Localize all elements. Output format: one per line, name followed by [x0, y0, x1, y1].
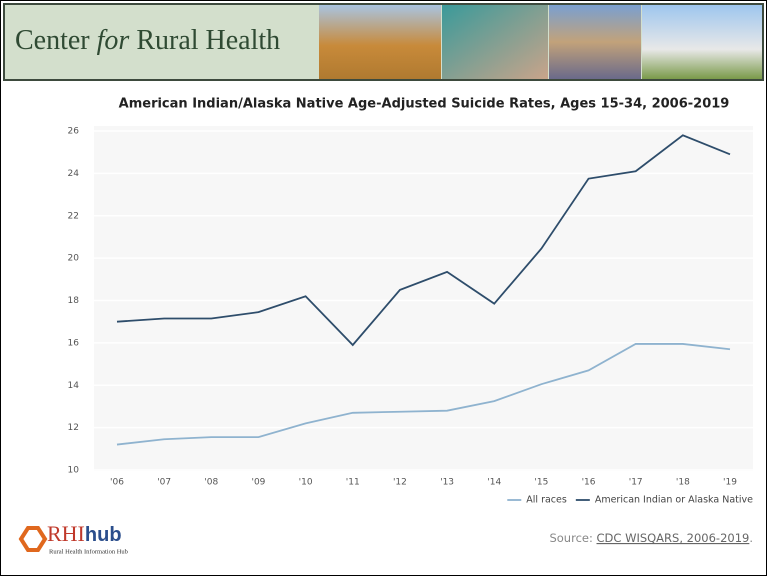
logo-subtitle: Rural Health Information Hub [49, 548, 128, 555]
x-tick-label: '11 [346, 478, 360, 488]
x-tick-label: '06 [110, 478, 124, 488]
photo [442, 5, 548, 79]
y-tick-label: 22 [68, 211, 79, 221]
photo [642, 5, 762, 79]
source-link[interactable]: CDC WISQARS, 2006-2019 [597, 531, 750, 545]
chart-title: American Indian/Alaska Native Age-Adjust… [119, 97, 730, 112]
legend-label: American Indian or Alaska Native [595, 495, 753, 506]
plot-area [94, 126, 753, 471]
x-tick-label: '18 [676, 478, 690, 488]
x-tick-label: '16 [582, 478, 596, 488]
x-tick-label: '13 [440, 478, 454, 488]
source: Source: CDC WISQARS, 2006-2019. [549, 531, 753, 545]
x-tick-label: '15 [534, 478, 548, 488]
logo: RHIhub Rural Health Information Hub [18, 521, 128, 555]
y-tick-label: 26 [68, 127, 80, 137]
x-tick-label: '07 [157, 478, 171, 488]
x-tick-label: '17 [629, 478, 643, 488]
x-tick-label: '10 [299, 478, 313, 488]
y-tick-label: 20 [68, 254, 80, 264]
x-tick-label: '09 [251, 478, 265, 488]
x-tick-label: '12 [393, 478, 407, 488]
photo [549, 5, 641, 79]
y-tick-label: 18 [68, 296, 80, 306]
y-tick-label: 10 [68, 466, 80, 476]
logo-text: RHIhub [47, 521, 122, 546]
line-series [116, 134, 731, 347]
photo [319, 5, 441, 79]
y-tick-label: 14 [68, 381, 80, 391]
line-series [116, 343, 731, 446]
legend-label: All races [526, 495, 567, 506]
header-title: Center for Rural Health [15, 25, 280, 56]
x-tick-label: '19 [723, 478, 737, 488]
x-tick-label: '08 [204, 478, 218, 488]
logo-icon [18, 526, 48, 552]
y-tick-label: 24 [68, 169, 80, 179]
x-tick-label: '14 [487, 478, 501, 488]
y-tick-label: 16 [68, 338, 80, 348]
y-tick-label: 12 [68, 423, 79, 433]
